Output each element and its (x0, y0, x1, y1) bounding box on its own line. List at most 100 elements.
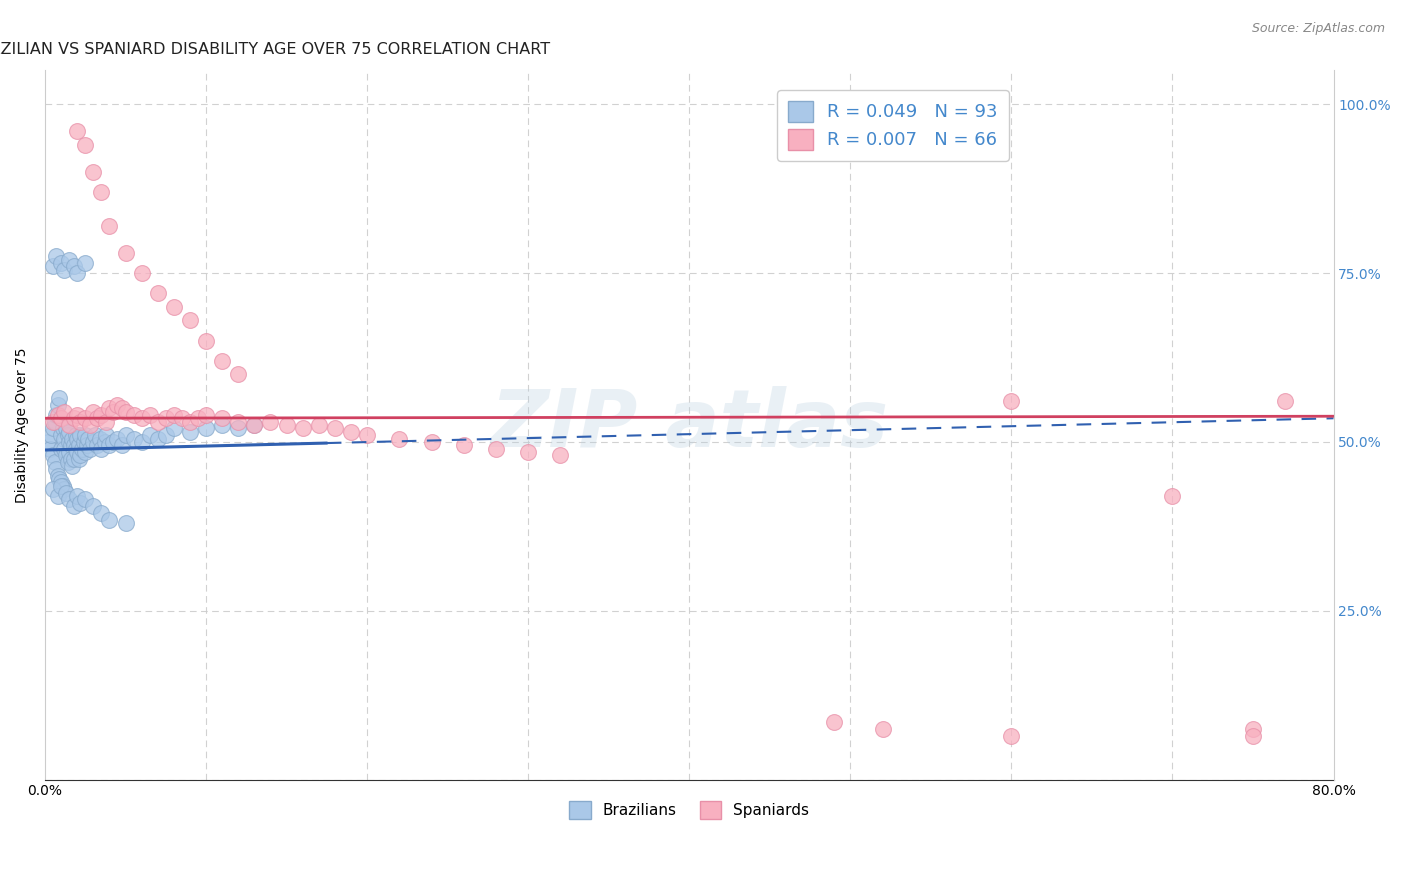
Point (42, 449, 65, 463)
Point (114, 516, 136, 530)
Point (131, 411, 153, 425)
Point (66, 408, 89, 422)
Point (179, 425, 201, 439)
Point (60, 432, 83, 446)
Point (485, 442, 508, 456)
Point (131, 266, 153, 280)
Point (187, 411, 209, 425)
Point (170, 411, 193, 425)
Point (155, 428, 177, 442)
Point (75, 492, 97, 507)
Point (195, 408, 218, 422)
Point (65, 428, 87, 442)
Point (114, 404, 136, 418)
Point (90, 506, 112, 520)
Point (138, 408, 160, 422)
Point (1274, 394, 1296, 409)
Point (59, 451, 82, 466)
Point (65, 442, 87, 456)
Point (53, 442, 76, 456)
Point (70, 442, 93, 456)
Point (53, 262, 76, 277)
Point (41, 428, 63, 442)
Point (163, 300, 186, 314)
Point (101, 404, 124, 418)
Point (48, 472, 70, 486)
Point (163, 408, 186, 422)
Point (98, 401, 121, 416)
Point (45, 462, 67, 476)
Point (69, 428, 91, 442)
Point (388, 432, 411, 446)
Point (42, 421, 65, 435)
Point (453, 438, 475, 452)
Point (56, 455, 79, 469)
Point (49, 442, 72, 456)
Point (66, 489, 89, 503)
Point (86, 411, 108, 425)
Point (67, 451, 90, 466)
Point (45, 249, 67, 263)
Point (107, 432, 129, 446)
Point (53, 432, 76, 446)
Point (163, 421, 186, 435)
Point (75, 445, 97, 459)
Point (550, 449, 572, 463)
Point (69, 496, 91, 510)
Point (1000, 729, 1022, 743)
Point (1241, 729, 1264, 743)
Point (44, 415, 66, 429)
Point (46, 408, 69, 422)
Point (179, 415, 201, 429)
Point (75, 428, 97, 442)
Point (138, 428, 160, 442)
Point (44, 455, 66, 469)
Point (420, 434, 443, 449)
Point (83, 428, 105, 442)
Point (56, 428, 79, 442)
Point (52, 479, 75, 493)
Point (1161, 489, 1184, 503)
Point (211, 411, 233, 425)
Point (276, 417, 298, 432)
Point (49, 475, 72, 490)
Point (98, 438, 121, 452)
Legend: Brazilians, Spaniards: Brazilians, Spaniards (562, 796, 815, 825)
Point (1000, 394, 1022, 409)
Point (111, 438, 134, 452)
Point (107, 398, 129, 412)
Point (69, 449, 91, 463)
Point (63, 260, 86, 274)
Point (63, 451, 86, 466)
Point (79, 417, 101, 432)
Point (340, 425, 363, 439)
Y-axis label: Disability Age Over 75: Disability Age Over 75 (15, 347, 30, 503)
Point (58, 492, 80, 507)
Point (98, 512, 121, 526)
Point (114, 428, 136, 442)
Point (90, 185, 112, 199)
Point (55, 485, 77, 500)
Point (75, 411, 97, 425)
Point (66, 445, 89, 459)
Point (90, 408, 112, 422)
Point (82, 434, 104, 449)
Point (37, 434, 59, 449)
Point (75, 137, 97, 152)
Point (67, 438, 90, 452)
Point (98, 219, 121, 233)
Point (58, 417, 80, 432)
Point (48, 391, 70, 405)
Point (517, 445, 540, 459)
Point (122, 408, 145, 422)
Point (66, 266, 89, 280)
Text: BRAZILIAN VS SPANIARD DISABILITY AGE OVER 75 CORRELATION CHART: BRAZILIAN VS SPANIARD DISABILITY AGE OVE… (0, 42, 550, 57)
Point (82, 499, 104, 513)
Point (291, 421, 314, 435)
Point (63, 499, 86, 513)
Point (42, 415, 65, 429)
Point (211, 417, 233, 432)
Point (226, 368, 249, 382)
Point (179, 313, 201, 327)
Point (323, 421, 346, 435)
